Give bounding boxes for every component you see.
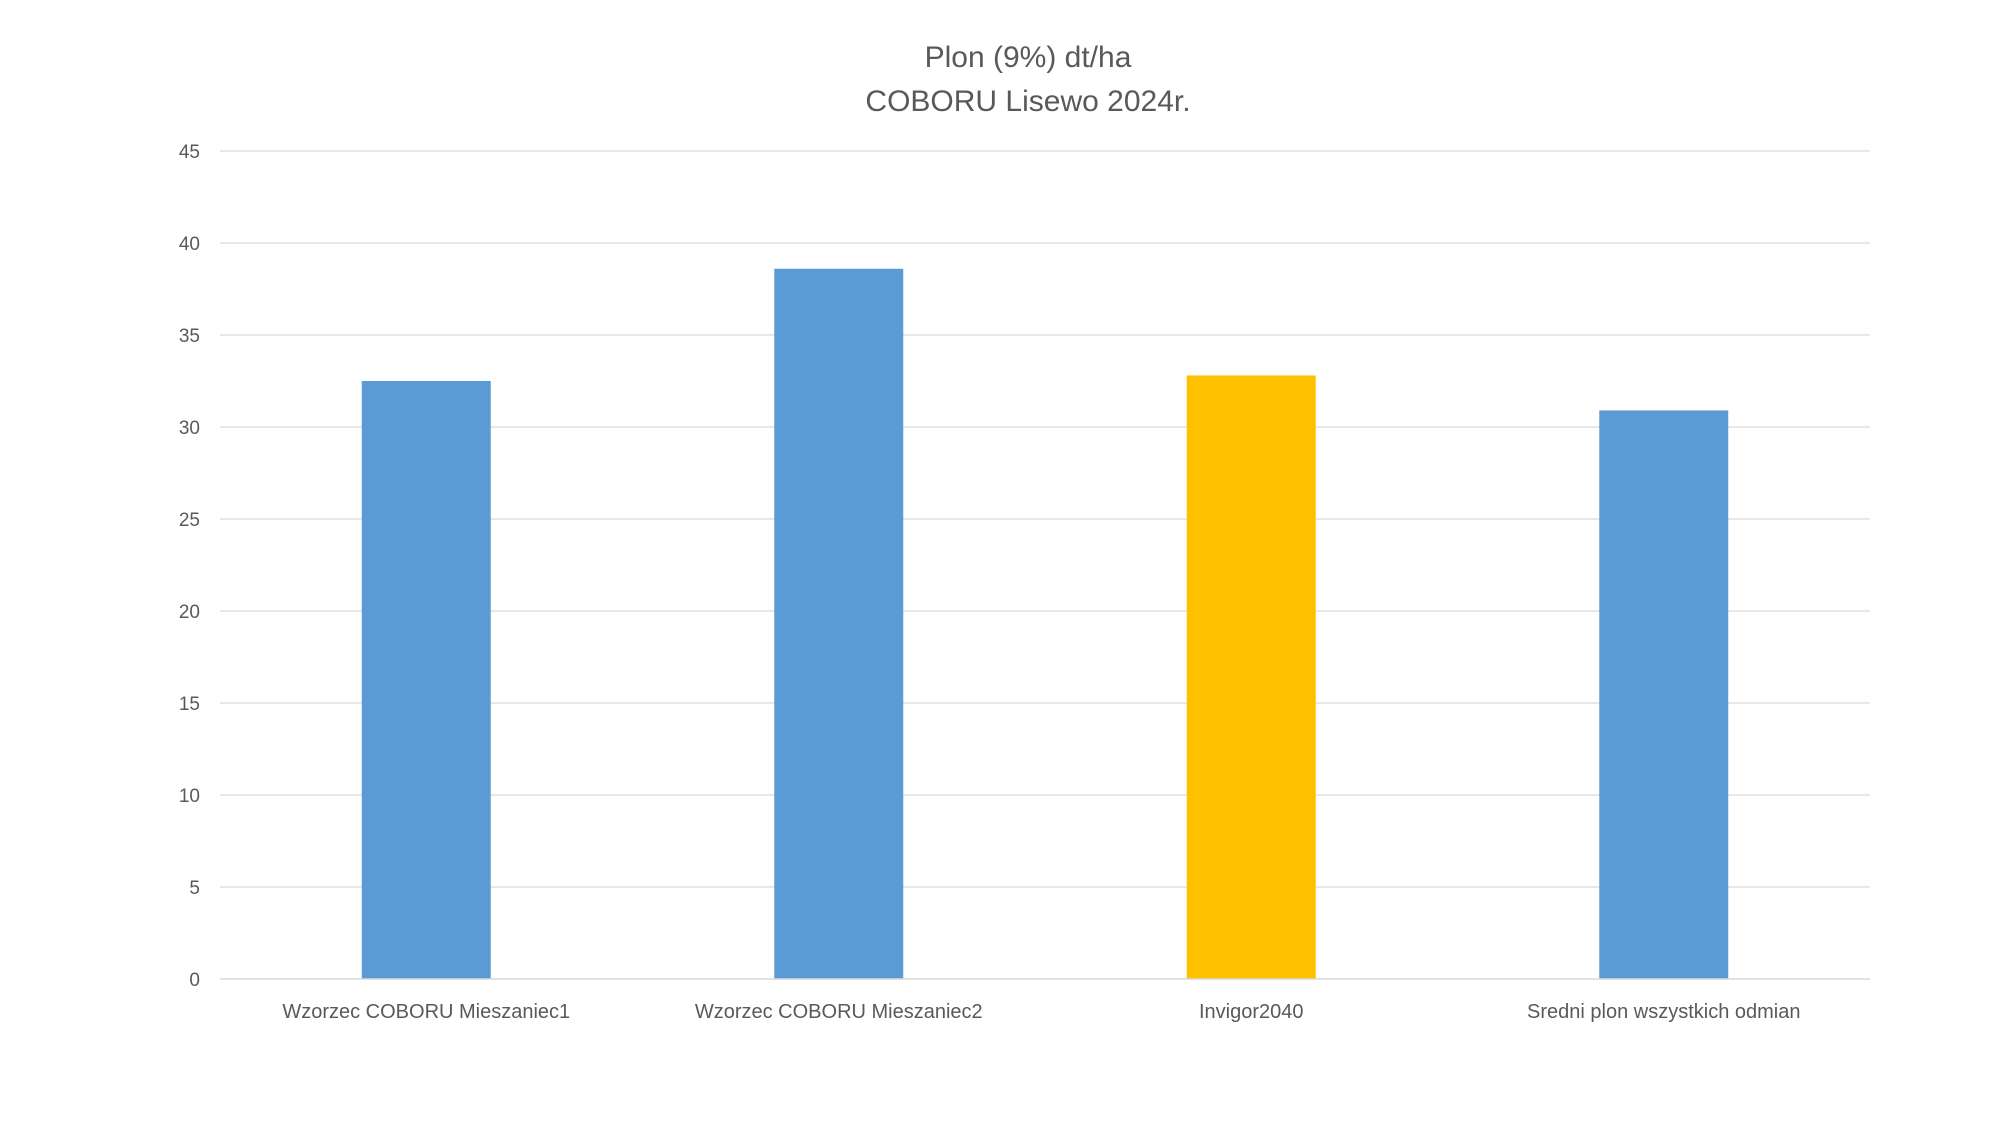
- bar: [774, 268, 904, 979]
- y-tick-label: 45: [179, 142, 200, 163]
- y-tick-label: 15: [179, 694, 200, 715]
- bar: [361, 381, 491, 979]
- bars: [361, 268, 1729, 980]
- x-category-label: Wzorzec COBORU Mieszaniec1: [282, 1001, 570, 1023]
- y-tick-label: 30: [179, 418, 200, 439]
- x-axis-category-labels: Wzorzec COBORU Mieszaniec1 Wzorzec COBORU…: [282, 1001, 1800, 1023]
- y-tick-label: 40: [179, 234, 200, 255]
- y-tick-label: 10: [179, 786, 200, 807]
- gridlines: [220, 150, 1870, 888]
- chart-title: Plon (9%) dt/ha: [925, 41, 1132, 74]
- y-tick-label: 0: [189, 970, 200, 991]
- y-tick-label: 20: [179, 602, 200, 623]
- bar: [1599, 410, 1729, 979]
- x-category-label: Sredni plon wszystkich odmian: [1527, 1001, 1800, 1023]
- y-axis-tick-labels: 0 5 10 15 20 25 30 35 40 45: [179, 142, 200, 991]
- chart-subtitle: COBORU Lisewo 2024r.: [865, 85, 1190, 118]
- y-tick-label: 35: [179, 326, 200, 347]
- x-category-label: Wzorzec COBORU Mieszaniec2: [695, 1001, 983, 1023]
- x-category-label: Invigor2040: [1199, 1001, 1304, 1023]
- y-tick-label: 5: [189, 878, 200, 899]
- bar: [1186, 375, 1316, 980]
- y-tick-label: 25: [179, 510, 200, 531]
